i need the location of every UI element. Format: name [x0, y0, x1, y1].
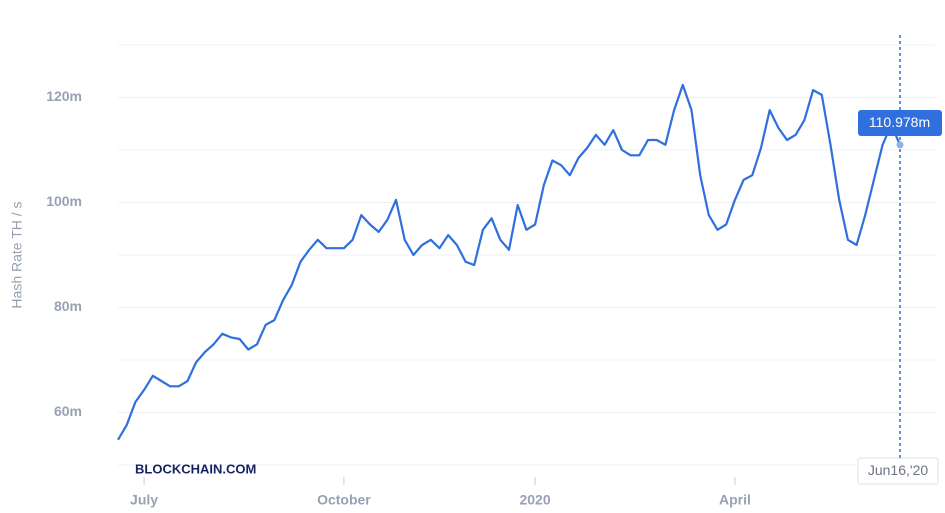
value-label-box	[858, 110, 942, 136]
x-tick-label: October	[317, 492, 371, 508]
x-tick-label: 2020	[519, 492, 550, 508]
y-tick-label: 80m	[54, 298, 82, 314]
value-label: 110.978m	[869, 114, 930, 130]
hover-point	[896, 141, 904, 149]
line	[117, 83, 902, 441]
x-tick-label: April	[719, 492, 751, 508]
watermark: BLOCKCHAIN.COM	[135, 461, 256, 476]
y-tick-label: 100m	[46, 193, 82, 209]
date-label: Jun16,'20	[868, 462, 928, 478]
y-tick-label: 60m	[54, 403, 82, 419]
y-axis-label: Hash Rate TH / s	[9, 201, 25, 308]
y-tick-label: 120m	[46, 88, 82, 104]
x-tick-label: July	[130, 492, 158, 508]
date-label-box	[857, 457, 939, 485]
